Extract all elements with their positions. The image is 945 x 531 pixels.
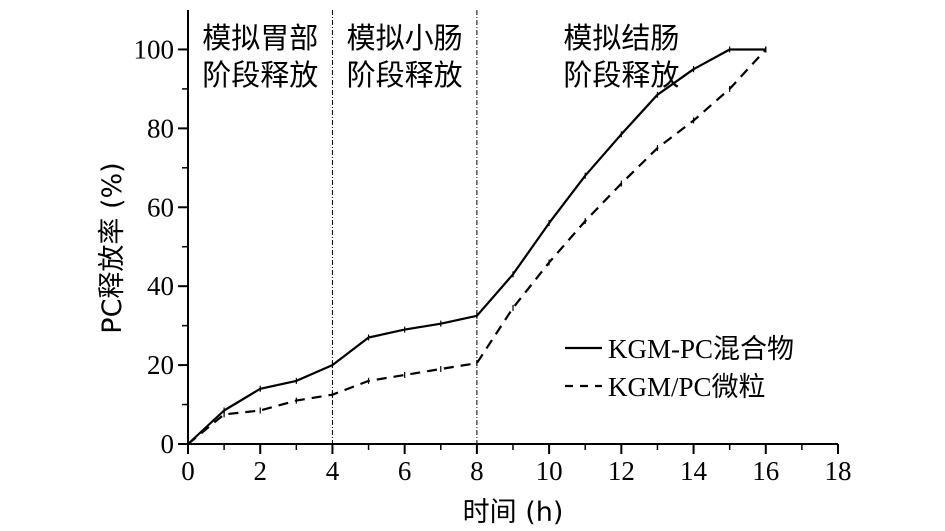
x-tick-label: 8 — [470, 456, 484, 486]
y-tick-label: 20 — [147, 350, 174, 380]
x-tick-label: 10 — [536, 456, 563, 486]
phase-label-line2: 阶段释放 — [347, 58, 463, 92]
y-tick-label: 100 — [134, 34, 175, 64]
y-tick-label: 80 — [147, 113, 174, 143]
legend: KGM-PC混合物 KGM/PC微粒 — [565, 334, 794, 402]
legend-label-1: KGM/PC微粒 — [608, 372, 766, 402]
phase-dividers — [331, 10, 478, 444]
y-tick-label: 40 — [147, 271, 174, 301]
series-lines — [187, 46, 767, 445]
y-tick-label: 60 — [147, 192, 174, 222]
legend-label-0: KGM-PC混合物 — [608, 334, 794, 364]
phase-label-line1: 模拟结肠 — [563, 21, 679, 55]
phase-label-line2: 阶段释放 — [202, 58, 318, 92]
x-tick-label: 18 — [825, 456, 852, 486]
y-axis-label: PC释放率 (%) — [97, 162, 128, 333]
x-tick-label: 6 — [398, 456, 412, 486]
x-tick-label: 16 — [752, 456, 779, 486]
x-tick-label: 2 — [253, 456, 267, 486]
phase-label-line2: 阶段释放 — [563, 58, 679, 92]
axes: 0 2 4 6 8 10 12 14 16 18 0 20 40 60 80 100 — [134, 10, 852, 486]
x-tick-label: 4 — [326, 456, 340, 486]
phase-label-line1: 模拟小肠 — [347, 21, 463, 55]
phase-label-line1: 模拟胃部 — [202, 21, 318, 55]
x-axis-label: 时间 (h) — [463, 497, 564, 528]
x-tick-label: 0 — [181, 456, 195, 486]
x-tick-label: 12 — [608, 456, 635, 486]
x-tick-label: 14 — [680, 456, 708, 486]
y-tick-label: 0 — [161, 429, 175, 459]
series-line-1 — [187, 48, 767, 445]
